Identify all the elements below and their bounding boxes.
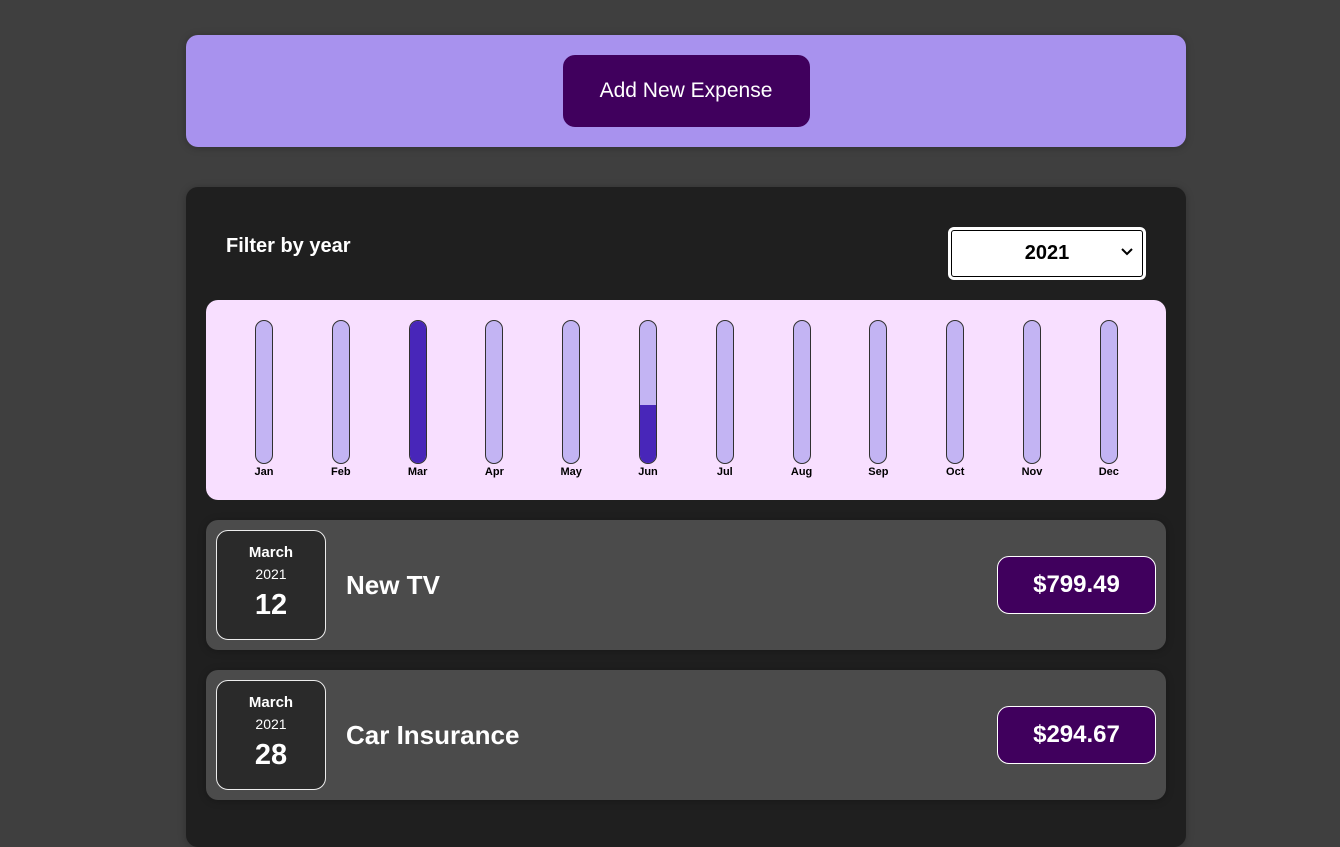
expenses-chart: Jan Feb Mar Apr May Jun Jul Aug Sep Oct Nov Dec	[206, 300, 1166, 500]
chart-bar-label: Oct	[946, 466, 965, 478]
chart-bar-sep: Sep	[858, 320, 898, 490]
chart-bar-label: Jul	[716, 466, 733, 478]
chevron-down-icon	[1121, 248, 1133, 256]
expenses-filter: Filter by year 2021	[226, 227, 1146, 281]
chart-bar-fill	[640, 405, 656, 463]
chart-bar-track	[869, 320, 888, 464]
expense-date-year: 2021	[255, 566, 287, 582]
chart-bar-label: Jun	[638, 466, 658, 478]
chart-bar-label: Dec	[1098, 466, 1119, 478]
chart-bar-fill	[409, 321, 426, 463]
chart-bar-track	[639, 320, 657, 464]
expense-date-year: 2021	[255, 716, 287, 732]
chart-bar-jul: Jul	[705, 320, 745, 490]
expense-date-month: March	[248, 544, 294, 561]
chart-bar-track	[715, 320, 734, 464]
new-expense-panel: Add New Expense	[186, 35, 1186, 147]
chart-bar-track	[1099, 320, 1118, 464]
chart-bar-track	[562, 320, 581, 464]
chart-bar-label: Apr	[484, 466, 504, 478]
expense-date: March 2021 12	[216, 530, 326, 640]
expense-date-month: March	[248, 694, 294, 711]
chart-bar-label: Sep	[868, 466, 889, 478]
chart-bar-aug: Aug	[782, 320, 822, 490]
chart-bar-track	[331, 320, 350, 464]
expense-date: March 2021 28	[216, 680, 326, 790]
chart-bar-track	[1023, 320, 1041, 464]
chart-bar-track	[946, 320, 965, 464]
chart-bar-label: Nov	[1021, 466, 1043, 478]
expense-amount: $294.67	[997, 706, 1156, 764]
expense-item[interactable]: March 2021 28 Car Insurance $294.67	[206, 670, 1166, 800]
expense-date-day: 12	[254, 589, 288, 621]
chart-bar-label: Jan	[254, 466, 274, 478]
chart-bar-label: Mar	[407, 466, 428, 478]
chart-bar-jan: Jan	[244, 320, 284, 490]
chart-bar-track	[792, 320, 811, 464]
chart-bar-may: May	[551, 320, 591, 490]
chart-bar-track	[485, 320, 504, 464]
expense-amount: $799.49	[997, 556, 1156, 614]
year-select-value: 2021	[1024, 242, 1070, 264]
chart-bar-label: Feb	[331, 466, 351, 478]
chart-bar-nov: Nov	[1012, 320, 1052, 490]
expense-title: Car Insurance	[346, 720, 520, 750]
chart-bar-feb: Feb	[321, 320, 361, 490]
year-select[interactable]: 2021	[948, 227, 1146, 280]
expenses-panel: Filter by year 2021 Jan Feb Mar Apr May Jun Ju…	[186, 187, 1186, 847]
add-new-expense-button[interactable]: Add New Expense	[562, 55, 810, 127]
chart-bar-track	[408, 320, 427, 464]
chart-bar-track	[255, 320, 273, 464]
expense-title: New TV	[346, 570, 440, 600]
chart-bar-mar: Mar	[398, 320, 438, 490]
chart-bar-label: May	[560, 466, 582, 478]
chart-bar-dec: Dec	[1089, 320, 1129, 490]
chart-bar-label: Aug	[790, 466, 813, 478]
chart-bar-apr: Apr	[474, 320, 514, 490]
chart-bar-jun: Jun	[628, 320, 668, 490]
expense-date-day: 28	[254, 739, 288, 771]
filter-label: Filter by year	[226, 235, 351, 257]
chart-bar-oct: Oct	[935, 320, 975, 490]
expense-item[interactable]: March 2021 12 New TV $799.49	[206, 520, 1166, 650]
